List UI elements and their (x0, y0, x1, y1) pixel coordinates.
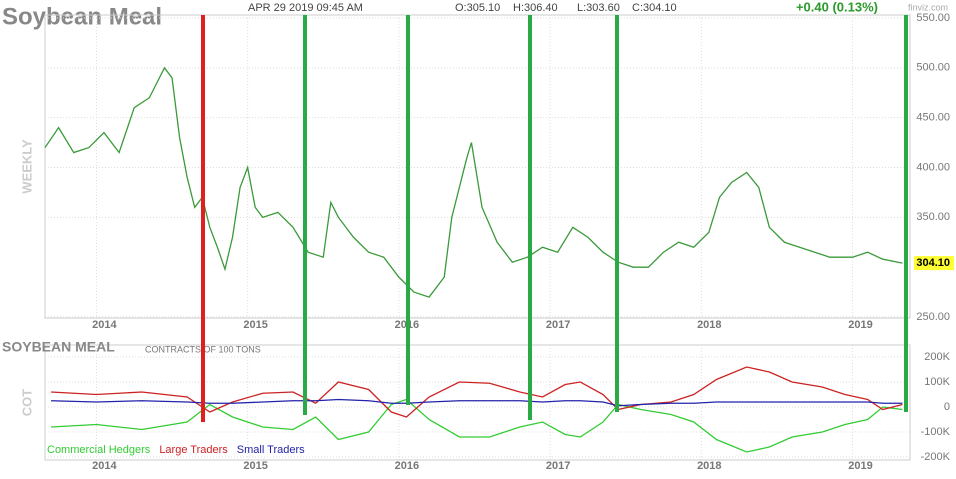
legend-entry: Large Traders (159, 444, 228, 456)
x-tick-label: 2019 (848, 319, 872, 331)
y-tick-label: -200K (921, 451, 951, 463)
x-tick-label: 2014 (92, 319, 117, 331)
plot-frame (44, 14, 911, 319)
x-tick-label: 2018 (697, 319, 721, 331)
low: L:303.60 (577, 2, 620, 14)
panel-subtitle: CONTRACTS OF 100 TONS (145, 344, 261, 354)
x-tick-label: 2017 (546, 460, 570, 472)
y-tick-label: 200K (924, 351, 950, 363)
last-value-label: 304.10 (916, 257, 950, 269)
y-tick-label: 0 (944, 401, 950, 413)
series-line (51, 398, 903, 453)
source: finviz.com (908, 2, 948, 12)
datetime: APR 29 2019 09:45 AM (248, 2, 363, 14)
x-tick-label: 2018 (697, 460, 721, 472)
x-tick-label: 2015 (243, 319, 267, 331)
y-tick-label: 450.00 (916, 112, 950, 124)
y-axis-label: COT (19, 389, 34, 417)
y-tick-label: -100K (921, 426, 951, 438)
y-tick-label: 500.00 (916, 62, 950, 74)
y-tick-label: 350.00 (916, 211, 950, 223)
x-tick-label: 2014 (92, 460, 117, 472)
series-line (44, 66, 903, 298)
close: C:304.10 (632, 2, 677, 14)
series-line (51, 398, 903, 407)
series-line (51, 366, 903, 418)
y-tick-label: 400.00 (916, 161, 950, 173)
x-tick-label: 2016 (395, 460, 419, 472)
x-tick-label: 2015 (243, 460, 267, 472)
x-tick-label: 2017 (546, 319, 570, 331)
y-tick-label: 250.00 (916, 311, 950, 323)
x-tick-label: 2019 (848, 460, 872, 472)
plot-frame (44, 344, 911, 461)
x-tick-label: 2016 (395, 319, 419, 331)
panel-title: SOYBEAN MEAL (2, 339, 115, 355)
last-value-box (914, 256, 954, 271)
y-tick-label: 100K (924, 376, 950, 388)
high: H:306.40 (513, 2, 558, 14)
open: O:305.10 (455, 2, 500, 14)
change: +0.40 (0.13%) (796, 0, 878, 14)
y-axis-label: WEEKLY (19, 139, 34, 194)
chart-title: Soybean Meal (2, 3, 162, 30)
legend-entry: Commercial Hedgers (47, 444, 151, 456)
legend-entry: Small Traders (237, 444, 305, 456)
y-tick-label: 550.00 (916, 12, 950, 24)
